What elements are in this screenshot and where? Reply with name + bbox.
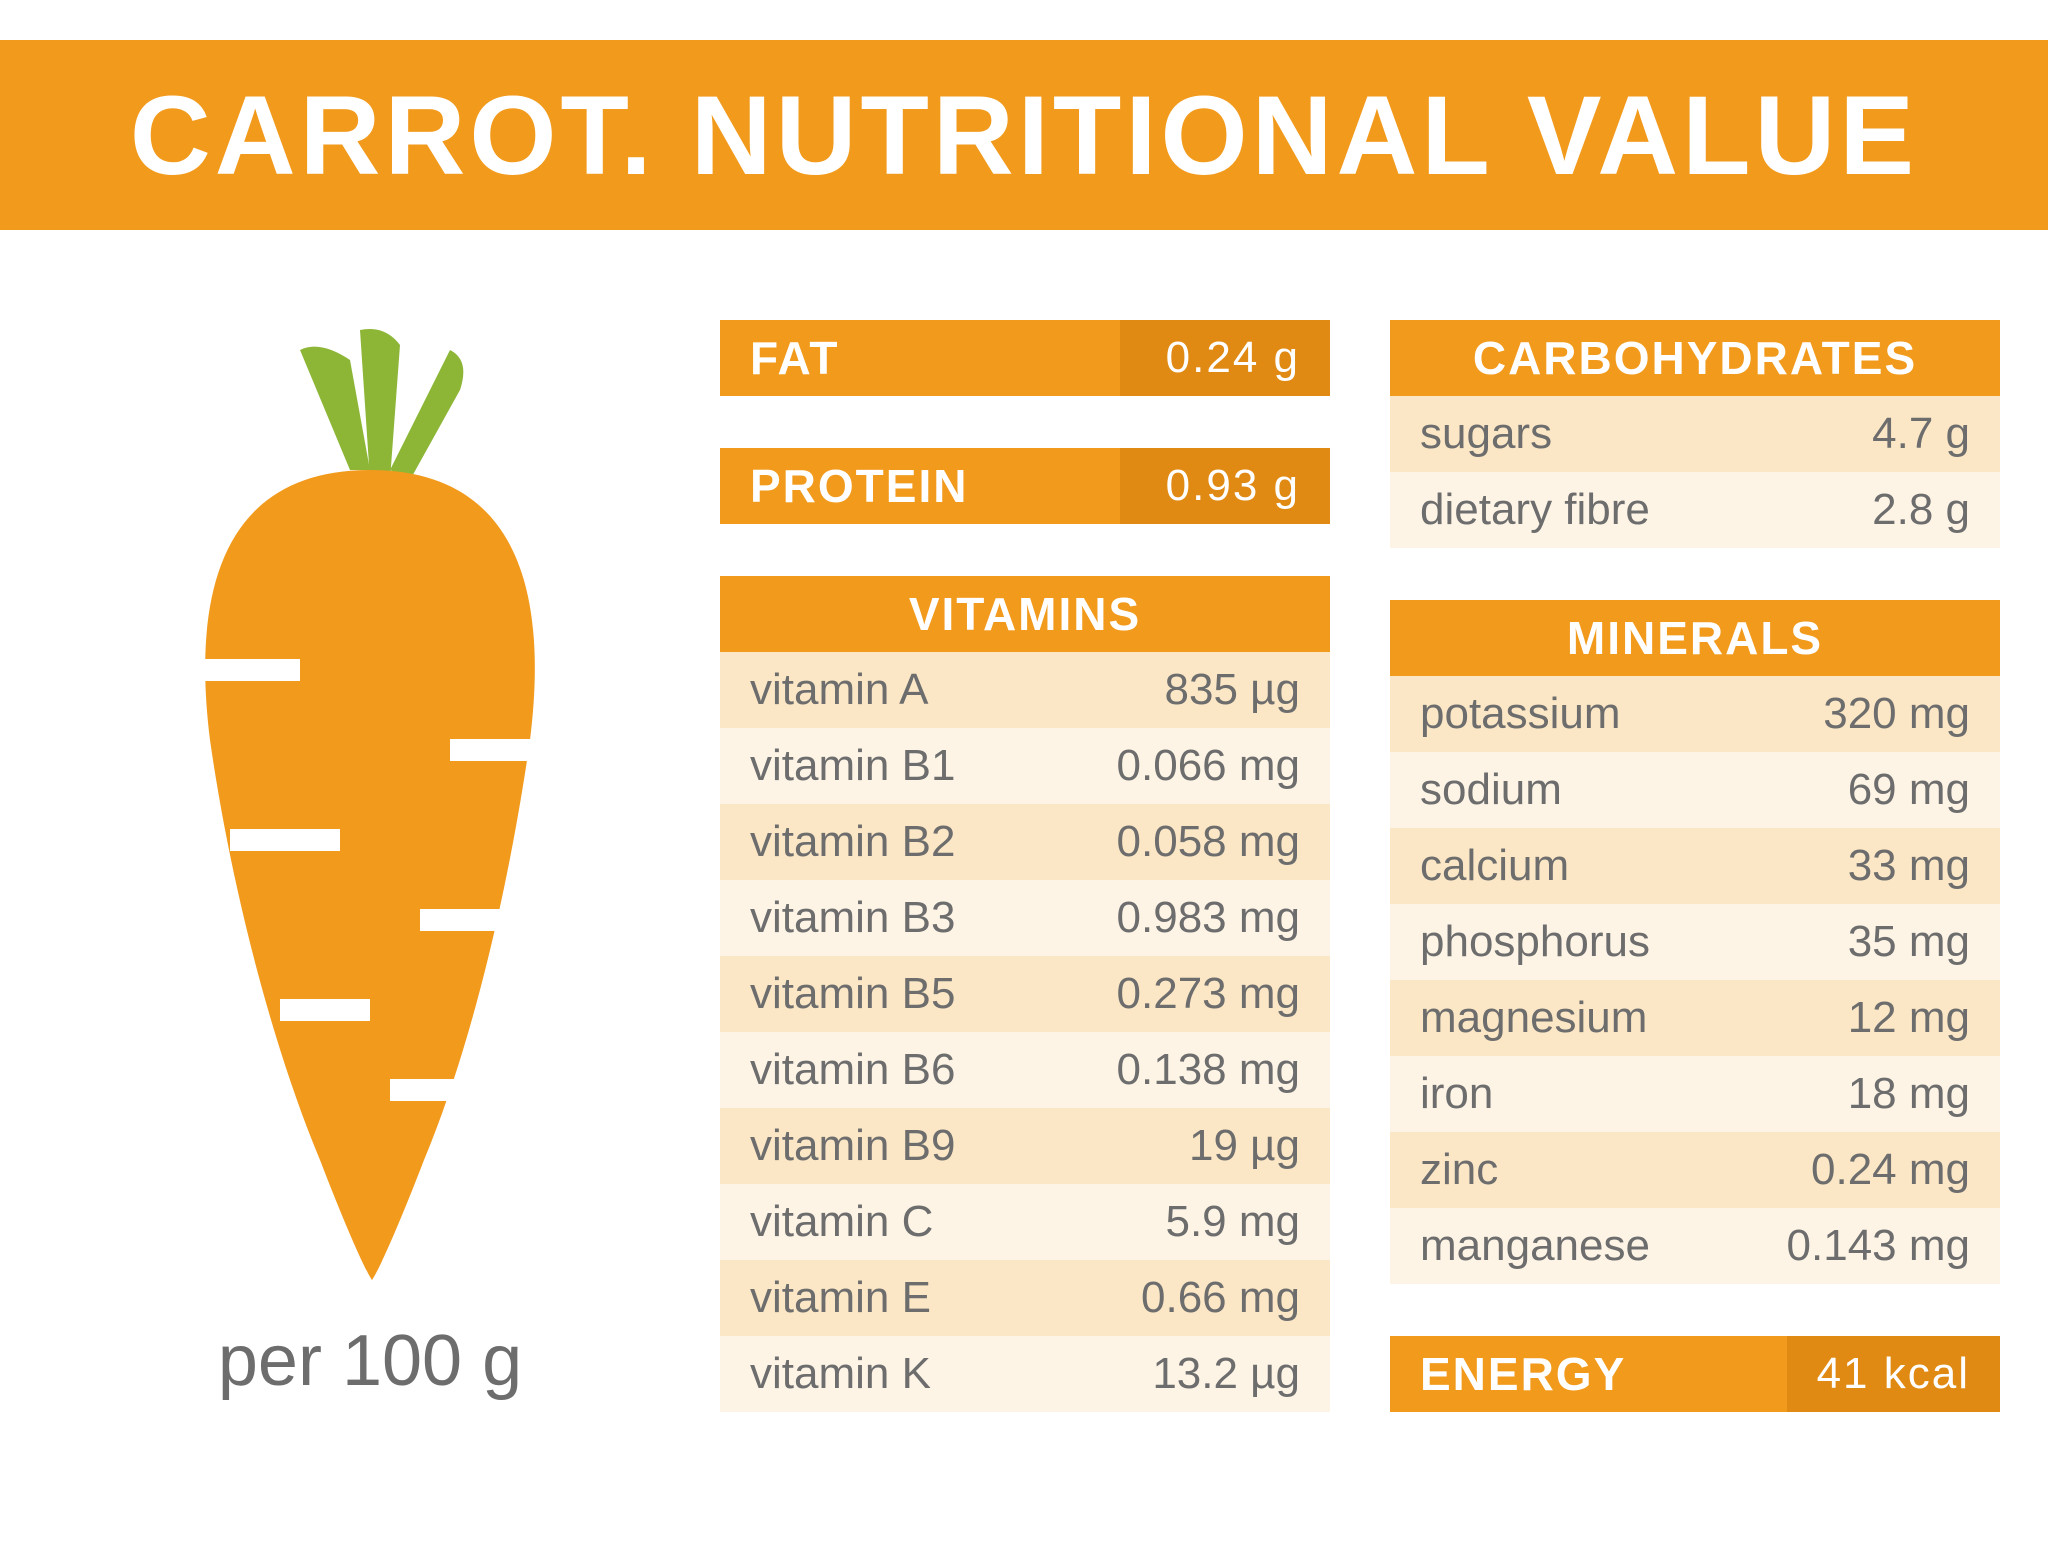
fat-value: 0.24 g: [1120, 320, 1330, 396]
carrot-icon: [150, 320, 590, 1300]
left-column: FAT 0.24 g PROTEIN 0.93 g VITAMINS vitam…: [720, 320, 1330, 1464]
row-value: 35 mg: [1848, 917, 1970, 967]
table-row: magnesium 12 mg: [1390, 980, 2000, 1056]
table-row: sugars 4.7 g: [1390, 396, 2000, 472]
table-row: dietary fibre 2.8 g: [1390, 472, 2000, 548]
table-row: iron 18 mg: [1390, 1056, 2000, 1132]
vitamins-label: VITAMINS: [909, 587, 1141, 641]
energy-block: ENERGY 41 kcal: [1390, 1336, 2000, 1412]
table-row: vitamin B5 0.273 mg: [720, 956, 1330, 1032]
row-name: zinc: [1420, 1145, 1498, 1195]
minerals-rows: potassium 320 mg sodium 69 mg calcium 33 mg ph…: [1390, 676, 2000, 1284]
row-value: 19 µg: [1189, 1121, 1300, 1171]
table-row: vitamin B1 0.066 mg: [720, 728, 1330, 804]
table-row: vitamin C 5.9 mg: [720, 1184, 1330, 1260]
row-name: sodium: [1420, 765, 1562, 815]
row-name: magnesium: [1420, 993, 1647, 1043]
row-name: vitamin B6: [750, 1045, 955, 1095]
row-value: 0.983 mg: [1117, 893, 1300, 943]
table-row: vitamin B6 0.138 mg: [720, 1032, 1330, 1108]
row-value: 0.058 mg: [1117, 817, 1300, 867]
row-value: 12 mg: [1848, 993, 1970, 1043]
table-row: manganese 0.143 mg: [1390, 1208, 2000, 1284]
minerals-label: MINERALS: [1567, 611, 1823, 665]
row-name: vitamin B1: [750, 741, 955, 791]
fat-block: FAT 0.24 g: [720, 320, 1330, 396]
row-name: vitamin B3: [750, 893, 955, 943]
row-value: 13.2 µg: [1152, 1349, 1300, 1399]
vitamins-header: VITAMINS: [720, 576, 1330, 652]
title-bar: CARROT. NUTRITIONAL VALUE: [0, 40, 2048, 230]
row-name: sugars: [1420, 409, 1552, 459]
row-value: 0.66 mg: [1141, 1273, 1300, 1323]
carbohydrates-label: CARBOHYDRATES: [1473, 331, 1917, 385]
table-row: sodium 69 mg: [1390, 752, 2000, 828]
row-name: calcium: [1420, 841, 1569, 891]
row-name: vitamin C: [750, 1197, 933, 1247]
row-name: vitamin B9: [750, 1121, 955, 1171]
row-name: vitamin A: [750, 665, 929, 715]
row-value: 5.9 mg: [1165, 1197, 1300, 1247]
row-value: 0.143 mg: [1787, 1221, 1970, 1271]
row-value: 18 mg: [1848, 1069, 1970, 1119]
minerals-header: MINERALS: [1390, 600, 2000, 676]
fat-label: FAT: [720, 331, 869, 385]
carbohydrates-header: CARBOHYDRATES: [1390, 320, 2000, 396]
row-name: vitamin K: [750, 1349, 931, 1399]
vitamins-block: VITAMINS vitamin A 835 µg vitamin B1 0.066 …: [720, 576, 1330, 1412]
per-serving-label: per 100 g: [218, 1320, 522, 1402]
page-title: CARROT. NUTRITIONAL VALUE: [130, 71, 1918, 200]
protein-label: PROTEIN: [720, 459, 998, 513]
row-value: 0.273 mg: [1117, 969, 1300, 1019]
carbohydrates-block: CARBOHYDRATES sugars 4.7 g dietary fibre 2.…: [1390, 320, 2000, 548]
illustration-area: per 100 g: [90, 320, 650, 1500]
row-name: manganese: [1420, 1221, 1650, 1271]
right-column: CARBOHYDRATES sugars 4.7 g dietary fibre 2.…: [1390, 320, 2000, 1464]
row-value: 0.24 mg: [1811, 1145, 1970, 1195]
nutrition-data: FAT 0.24 g PROTEIN 0.93 g VITAMINS vitam…: [720, 320, 2000, 1464]
protein-block: PROTEIN 0.93 g: [720, 448, 1330, 524]
table-row: vitamin E 0.66 mg: [720, 1260, 1330, 1336]
row-name: dietary fibre: [1420, 485, 1650, 535]
table-row: potassium 320 mg: [1390, 676, 2000, 752]
row-value: 835 µg: [1165, 665, 1300, 715]
row-name: iron: [1420, 1069, 1493, 1119]
row-value: 33 mg: [1848, 841, 1970, 891]
row-value: 4.7 g: [1872, 409, 1970, 459]
row-name: potassium: [1420, 689, 1621, 739]
table-row: vitamin B3 0.983 mg: [720, 880, 1330, 956]
table-row: phosphorus 35 mg: [1390, 904, 2000, 980]
protein-value: 0.93 g: [1120, 448, 1330, 524]
row-value: 0.066 mg: [1117, 741, 1300, 791]
carbohydrates-rows: sugars 4.7 g dietary fibre 2.8 g: [1390, 396, 2000, 548]
protein-header: PROTEIN 0.93 g: [720, 448, 1330, 524]
table-row: vitamin B2 0.058 mg: [720, 804, 1330, 880]
row-name: vitamin B5: [750, 969, 955, 1019]
energy-value: 41 kcal: [1787, 1336, 2000, 1412]
row-value: 0.138 mg: [1117, 1045, 1300, 1095]
row-value: 2.8 g: [1872, 485, 1970, 535]
vitamins-rows: vitamin A835 µgvitamin B10.066 mgvitamin…: [720, 652, 1330, 1412]
row-value: 69 mg: [1848, 765, 1970, 815]
energy-header: ENERGY 41 kcal: [1390, 1336, 2000, 1412]
row-value: 320 mg: [1823, 689, 1970, 739]
fat-header: FAT 0.24 g: [720, 320, 1330, 396]
table-row: calcium 33 mg: [1390, 828, 2000, 904]
row-name: phosphorus: [1420, 917, 1650, 967]
table-row: zinc 0.24 mg: [1390, 1132, 2000, 1208]
minerals-block: MINERALS potassium 320 mg sodium 69 mg calci…: [1390, 600, 2000, 1284]
energy-label: ENERGY: [1390, 1347, 1656, 1401]
table-row: vitamin K 13.2 µg: [720, 1336, 1330, 1412]
table-row: vitamin B9 19 µg: [720, 1108, 1330, 1184]
row-name: vitamin B2: [750, 817, 955, 867]
table-row: vitamin A 835 µg: [720, 652, 1330, 728]
row-name: vitamin E: [750, 1273, 931, 1323]
